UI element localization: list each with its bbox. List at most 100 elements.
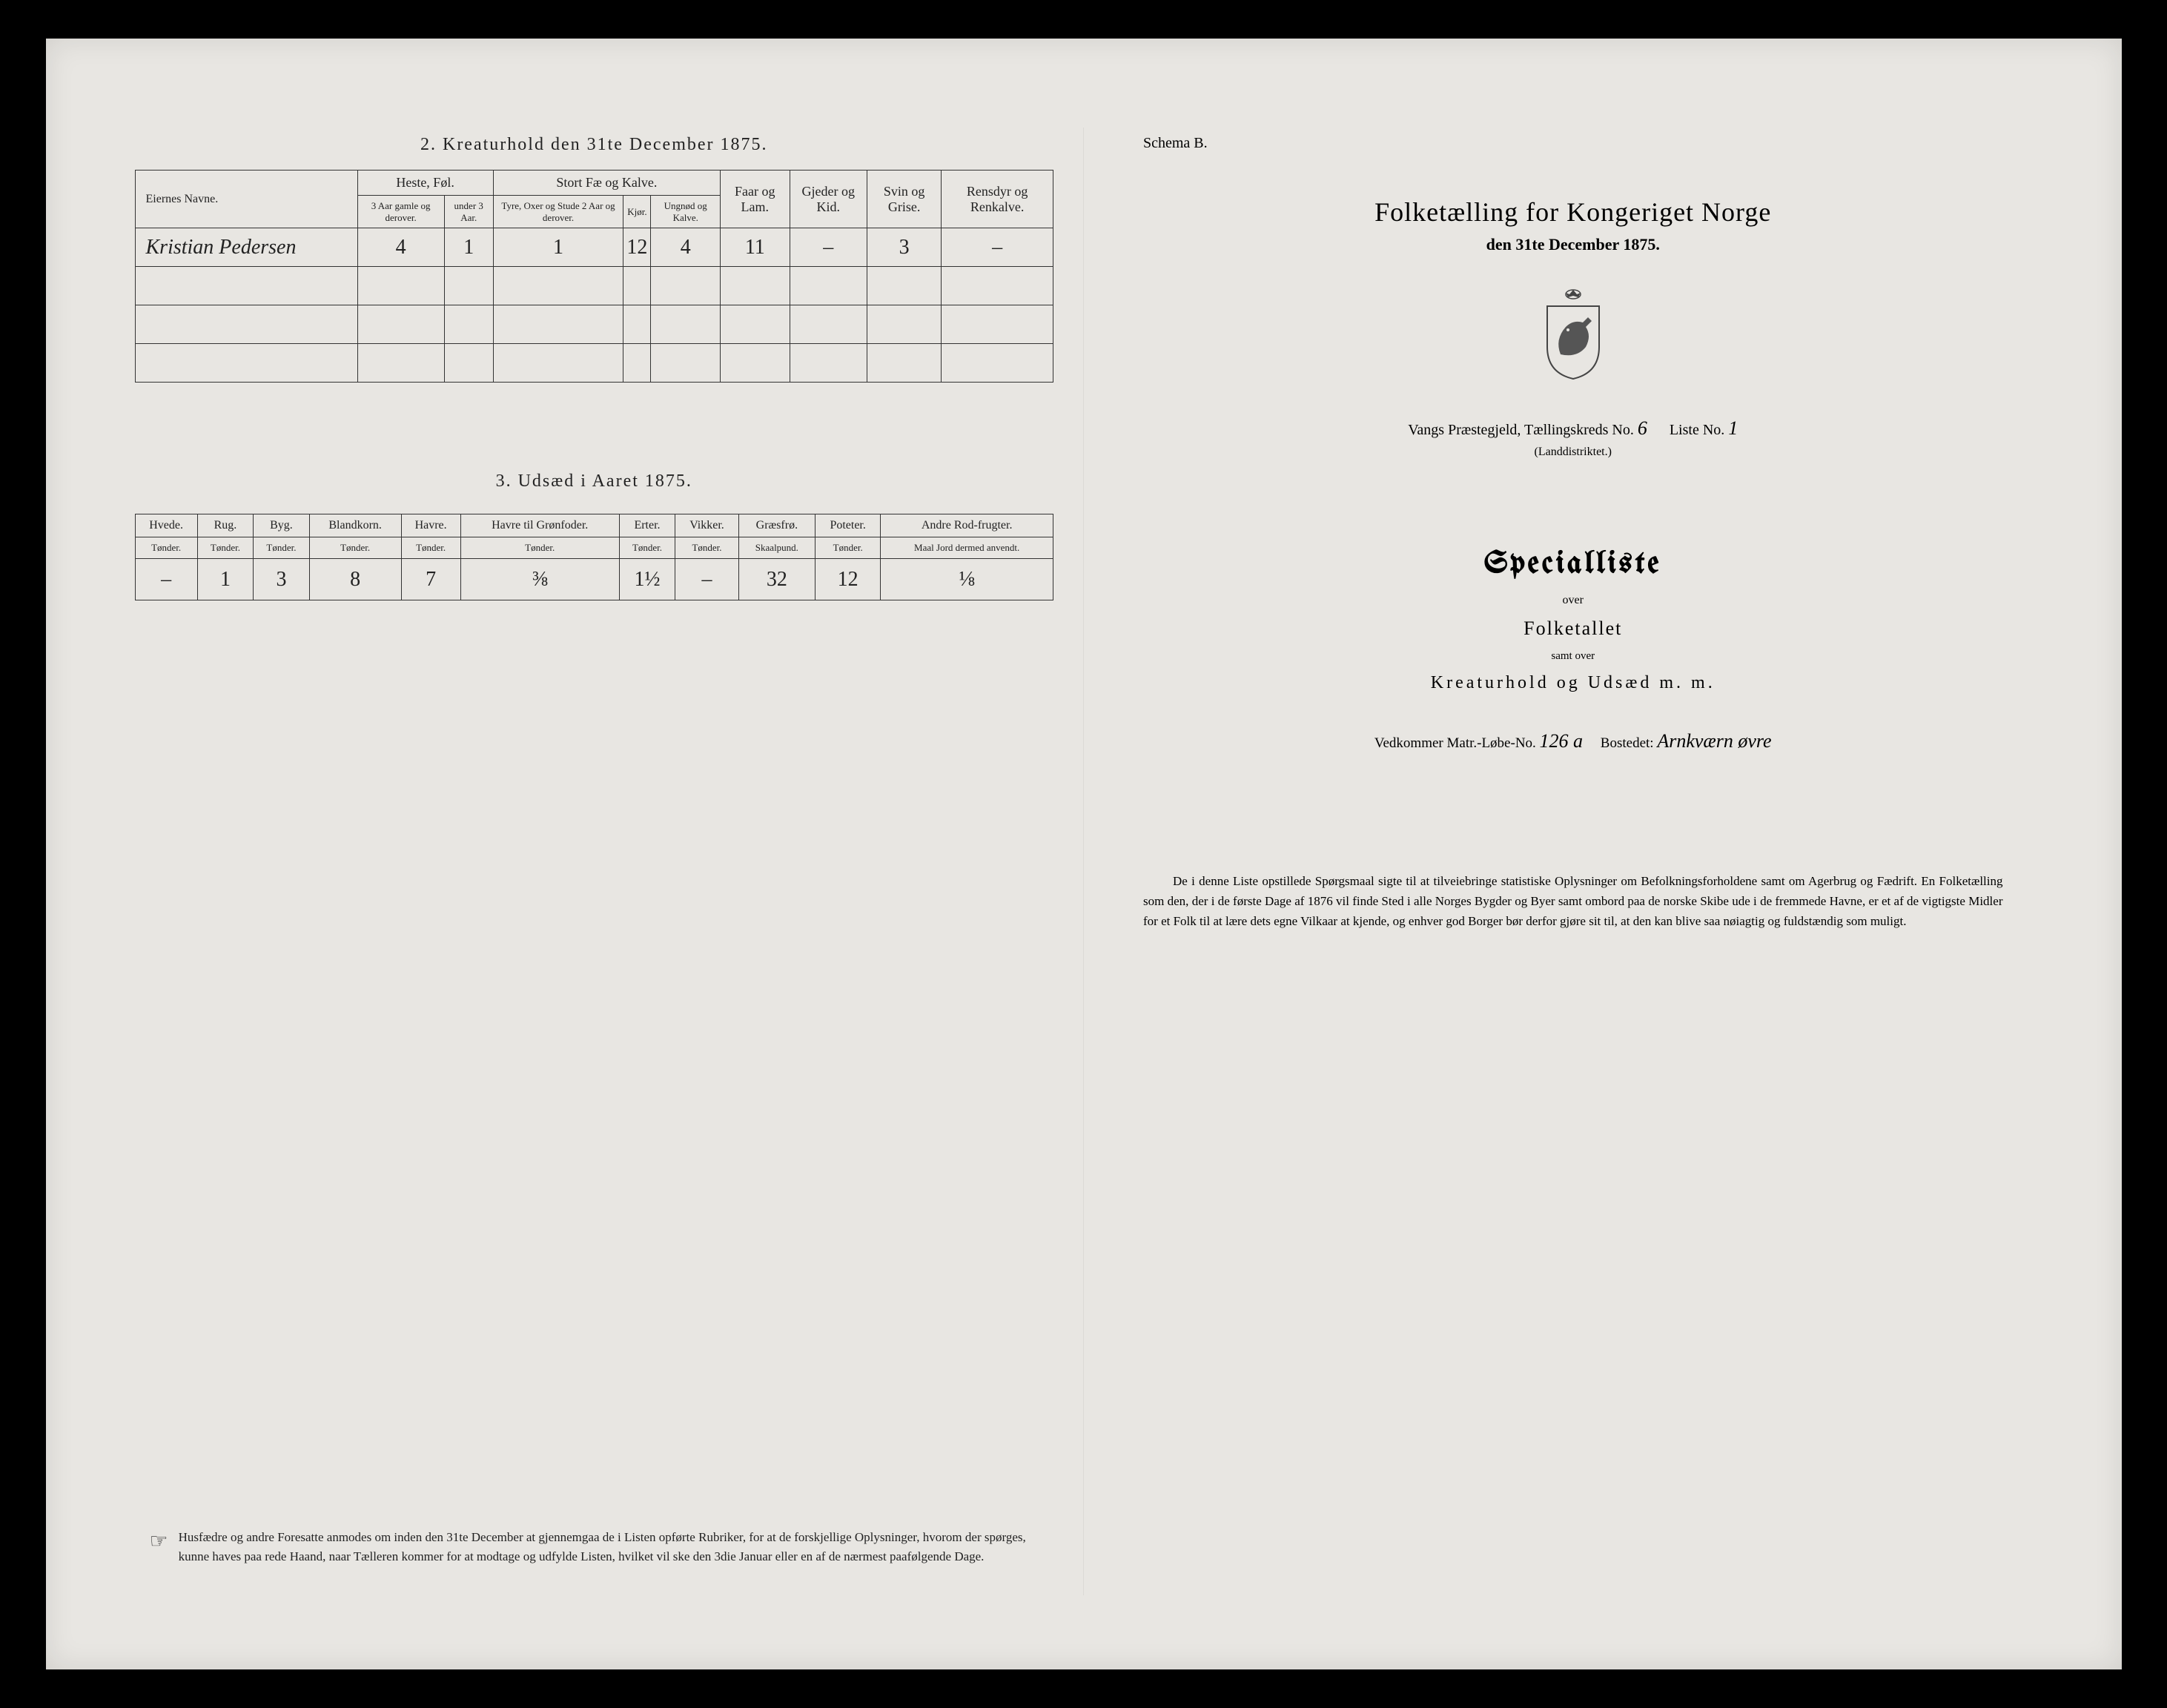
data-cell [942,305,1053,344]
col-svin: Svin og Grise. [867,171,942,228]
sowing-col-unit: Tønder. [675,537,739,559]
data-cell [867,267,942,305]
sowing-col-unit: Tønder. [135,537,197,559]
data-cell [867,344,942,383]
data-cell [444,344,493,383]
data-cell: 7 [401,559,460,600]
data-cell [493,344,623,383]
data-cell [357,267,444,305]
data-cell: 12 [815,559,881,600]
folketallet-heading: Folketallet [1114,618,2033,640]
footnote-left: ☞ Husfædre og andre Foresatte anmodes om… [150,1528,1039,1566]
owner-cell: Kristian Pedersen [135,228,357,267]
table-row [135,344,1053,383]
col-group-heste: Heste, Føl. [357,171,493,196]
owner-cell [135,344,357,383]
sowing-col-header: Poteter. [815,514,881,537]
data-cell [357,344,444,383]
data-cell [493,305,623,344]
livestock-table: Eiernes Navne. Heste, Føl. Stort Fæ og K… [135,170,1054,383]
data-cell: 32 [738,559,815,600]
data-cell [790,267,867,305]
sowing-col-unit: Tønder. [197,537,253,559]
data-cell: ⅛ [881,559,1053,600]
data-cell [623,267,651,305]
sowing-col-header: Rug. [197,514,253,537]
data-cell [623,305,651,344]
sowing-col-unit: Tønder. [619,537,675,559]
col-rensdyr: Rensdyr og Renkalve. [942,171,1053,228]
data-cell [721,267,790,305]
data-cell: 4 [651,228,721,267]
section3-title: 3. Udsæd i Aaret 1875. [135,471,1054,491]
data-cell [651,344,721,383]
samt-label: samt over [1114,650,2033,663]
data-cell [444,267,493,305]
coat-of-arms-icon [1532,284,1614,380]
sowing-data-row: –1387⅜1½–3212⅛ [135,559,1053,600]
sowing-col-header: Vikker. [675,514,739,537]
table-row [135,267,1053,305]
data-cell: – [675,559,739,600]
col-group-stort: Stort Fæ og Kalve. [493,171,720,196]
section2-title: 2. Kreaturhold den 31te December 1875. [135,135,1054,155]
data-cell: 11 [721,228,790,267]
footnote-left-text: Husfædre og andre Foresatte anmodes om i… [179,1528,1039,1566]
sub-heste-b: under 3 Aar. [444,196,493,228]
schema-label: Schema B. [1143,135,2033,152]
sowing-table: Hvede.Rug.Byg.Blandkorn.Havre.Havre til … [135,514,1054,600]
owner-header: Eiernes Navne. [135,171,357,228]
data-cell [651,267,721,305]
data-cell [444,305,493,344]
sowing-col-header: Græsfrø. [738,514,815,537]
table-row [135,305,1053,344]
data-cell [651,305,721,344]
sowing-col-header: Blandkorn. [309,514,401,537]
sowing-col-header: Andre Rod-frugter. [881,514,1053,537]
col-gjeder: Gjeder og Kid. [790,171,867,228]
bostedet-value: Arnkværn øvre [1657,730,1771,752]
specialliste-heading: Specialliste [1114,548,2033,580]
data-cell: ⅜ [460,559,619,600]
over-label: over [1114,594,2033,607]
page-left: 2. Kreaturhold den 31te December 1875. E… [105,128,1085,1595]
table-row: Kristian Pedersen41112411–3– [135,228,1053,267]
sub-stort-c: Ungnød og Kalve. [651,196,721,228]
data-cell: 8 [309,559,401,600]
data-cell [357,305,444,344]
data-cell [721,344,790,383]
sowing-col-header: Havre. [401,514,460,537]
vedkommer-line: Vedkommer Matr.-Løbe-No. 126 a Bostedet:… [1114,730,2033,752]
census-title: Folketælling for Kongeriget Norge [1114,196,2033,228]
data-cell [493,267,623,305]
data-cell: 3 [254,559,309,600]
data-cell: – [790,228,867,267]
sowing-col-unit: Maal Jord dermed anvendt. [881,537,1053,559]
district-number: 6 [1638,417,1647,439]
bostedet-label: Bostedet: [1601,735,1654,751]
data-cell: 1½ [619,559,675,600]
data-cell [942,267,1053,305]
data-cell [721,305,790,344]
owner-cell [135,305,357,344]
data-cell: – [942,228,1053,267]
data-cell: 3 [867,228,942,267]
district-prefix: Vangs Præstegjeld, Tællingskreds No. [1408,422,1634,438]
census-date: den 31te December 1875. [1114,235,2033,254]
sub-stort-b: Kjør. [623,196,651,228]
sowing-col-header: Havre til Grønfoder. [460,514,619,537]
pointing-hand-icon: ☞ [150,1526,168,1566]
sowing-col-unit: Tønder. [460,537,619,559]
landdistrikt-label: (Landdistriktet.) [1114,446,2033,459]
page-right: Schema B. Folketælling for Kongeriget No… [1084,128,2062,1595]
liste-number: 1 [1728,417,1738,439]
data-cell: 1 [493,228,623,267]
data-cell [867,305,942,344]
district-line: Vangs Præstegjeld, Tællingskreds No. 6 L… [1114,417,2033,440]
data-cell: 12 [623,228,651,267]
data-cell: – [135,559,197,600]
sowing-col-unit: Tønder. [309,537,401,559]
sowing-col-unit: Tønder. [254,537,309,559]
sowing-head-row2: Tønder.Tønder.Tønder.Tønder.Tønder.Tønde… [135,537,1053,559]
footnote-right: De i denne Liste opstillede Spørgsmaal s… [1114,871,2033,932]
